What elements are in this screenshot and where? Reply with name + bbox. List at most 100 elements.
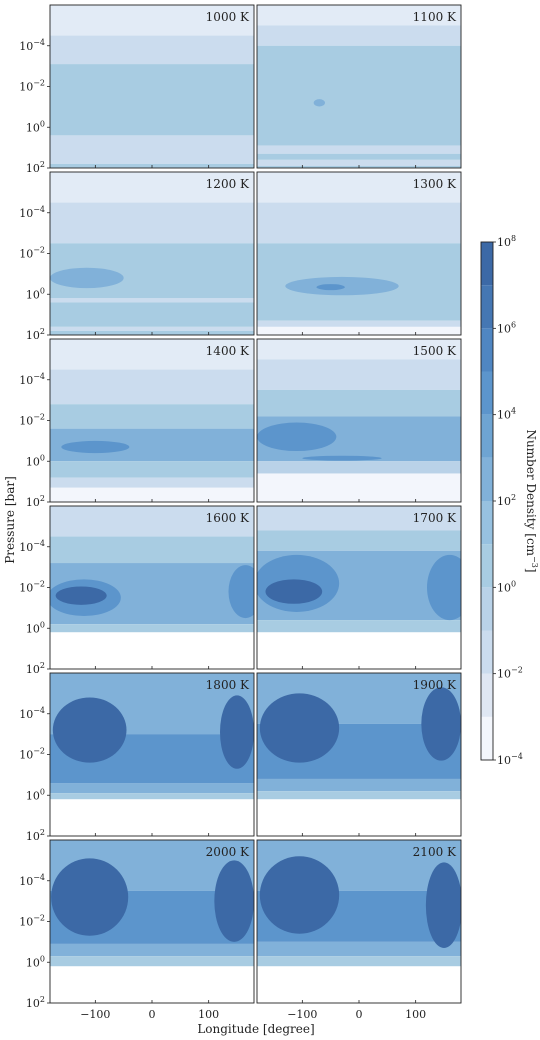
x-tick-label: 0 bbox=[356, 1008, 363, 1021]
y-tick-label: 102 bbox=[26, 160, 45, 175]
contour-band bbox=[50, 326, 254, 331]
contour-band bbox=[257, 461, 461, 474]
y-tick-label: 10−2 bbox=[19, 747, 45, 762]
x-axis-label: Longitude [degree] bbox=[197, 1022, 314, 1036]
y-tick-label: 10−4 bbox=[19, 38, 45, 53]
contour-blob bbox=[51, 858, 129, 936]
contour-band bbox=[257, 799, 461, 836]
panel-temperature-label: 1300 K bbox=[413, 177, 457, 191]
colorbar-tick-label: 104 bbox=[497, 407, 516, 422]
y-tick-label: 102 bbox=[26, 661, 45, 676]
contour-band bbox=[50, 793, 254, 800]
contour-blob bbox=[214, 860, 254, 942]
y-tick-label: 10−2 bbox=[19, 79, 45, 94]
contour-band bbox=[50, 487, 254, 502]
y-tick-label: 10−4 bbox=[19, 539, 45, 554]
contour-band bbox=[257, 339, 461, 360]
y-tick-label: 100 bbox=[26, 119, 45, 134]
contour-blob bbox=[259, 856, 340, 934]
contour-band bbox=[257, 791, 461, 800]
y-tick-label: 102 bbox=[26, 828, 45, 843]
contour-panel: 2100 K bbox=[256, 839, 462, 1004]
panel-temperature-label: 1600 K bbox=[206, 511, 250, 525]
y-tick-label: 10−4 bbox=[19, 372, 45, 387]
contour-panel: 1600 K bbox=[49, 505, 255, 670]
colorbar-segment bbox=[481, 544, 493, 588]
contour-blob bbox=[61, 440, 130, 454]
y-tick-label: 100 bbox=[26, 286, 45, 301]
contour-blob bbox=[55, 586, 107, 605]
x-tick-label: 0 bbox=[149, 1008, 156, 1021]
colorbar-tick-label: 108 bbox=[497, 234, 516, 249]
contour-blob bbox=[259, 693, 340, 763]
contour-band bbox=[257, 620, 461, 633]
colorbar-segment bbox=[481, 501, 493, 545]
contour-blob bbox=[316, 284, 345, 291]
y-tick-label: 10−2 bbox=[19, 413, 45, 428]
contour-band bbox=[50, 943, 254, 957]
contour-band bbox=[50, 64, 254, 136]
contour-band bbox=[50, 135, 254, 164]
contour-band bbox=[257, 966, 461, 1003]
contour-band bbox=[50, 624, 254, 633]
x-tick-label: 100 bbox=[198, 1008, 219, 1021]
colorbar-segment bbox=[481, 328, 493, 372]
colorbar-segment bbox=[481, 285, 493, 329]
contour-blob bbox=[427, 554, 461, 621]
panel-grid: 1000 K 1100 K 1200 K 1300 K 1400 K 1500 K 1600… bbox=[49, 4, 462, 1004]
colorbar-tick-label: 10−2 bbox=[497, 666, 523, 681]
panel-temperature-label: 1800 K bbox=[206, 678, 250, 692]
colorbar-tick-label: 106 bbox=[497, 320, 516, 335]
contour-band bbox=[50, 404, 254, 429]
colorbar-tick-label: 102 bbox=[497, 493, 516, 508]
y-tick-label: 102 bbox=[26, 327, 45, 342]
panel-temperature-label: 1700 K bbox=[413, 511, 457, 525]
contour-band bbox=[50, 369, 254, 405]
contour-band bbox=[257, 941, 461, 957]
colorbar-segment bbox=[481, 587, 493, 631]
y-tick-label: 102 bbox=[26, 494, 45, 509]
contour-blob bbox=[302, 455, 382, 461]
x-tick-label: −100 bbox=[80, 1008, 110, 1021]
y-tick-label: 10−2 bbox=[19, 246, 45, 261]
contour-band bbox=[257, 25, 461, 46]
contour-band bbox=[50, 302, 254, 327]
y-tick-label: 100 bbox=[26, 787, 45, 802]
x-tick-label: −100 bbox=[287, 1008, 317, 1021]
contour-band bbox=[257, 320, 461, 327]
contour-band bbox=[257, 473, 461, 502]
y-tick-label: 10−4 bbox=[19, 205, 45, 220]
colorbar-tick-label: 100 bbox=[497, 579, 516, 594]
contour-band bbox=[257, 359, 461, 390]
y-tick-label: 100 bbox=[26, 620, 45, 635]
contour-band bbox=[257, 45, 461, 146]
contour-panel: 1800 K bbox=[49, 672, 255, 837]
contour-blob bbox=[257, 422, 337, 452]
contour-band bbox=[50, 799, 254, 836]
contour-band bbox=[257, 956, 461, 967]
x-tick-label: 100 bbox=[405, 1008, 426, 1021]
panel-temperature-label: 1900 K bbox=[413, 678, 457, 692]
panel-temperature-label: 1100 K bbox=[413, 10, 457, 24]
y-tick-label: 10−4 bbox=[19, 873, 45, 888]
contour-band bbox=[257, 202, 461, 244]
contour-panel: 1900 K bbox=[256, 672, 462, 837]
contour-band bbox=[50, 966, 254, 1003]
contour-panel: 1000 K bbox=[49, 4, 255, 169]
contour-band bbox=[257, 5, 461, 26]
y-tick-label: 10−2 bbox=[19, 914, 45, 929]
contour-band bbox=[257, 506, 461, 531]
y-tick-label: 10−4 bbox=[19, 706, 45, 721]
colorbar-label: Number Density [cm−3] bbox=[524, 429, 539, 572]
contour-band bbox=[50, 35, 254, 65]
colorbar-segment bbox=[481, 716, 493, 760]
contour-blob bbox=[52, 697, 127, 763]
contour-band bbox=[257, 159, 461, 166]
axes-layer: 10−4 10−2 100 102 10−4 10−2 100 102 10−4 10−2 100 1… bbox=[19, 38, 426, 1021]
panel-temperature-label: 1400 K bbox=[206, 344, 250, 358]
contour-panel: 1500 K bbox=[256, 338, 462, 503]
contour-band bbox=[50, 339, 254, 370]
panel-temperature-label: 1200 K bbox=[206, 177, 250, 191]
colorbar-tick-label: 10−4 bbox=[497, 752, 523, 767]
